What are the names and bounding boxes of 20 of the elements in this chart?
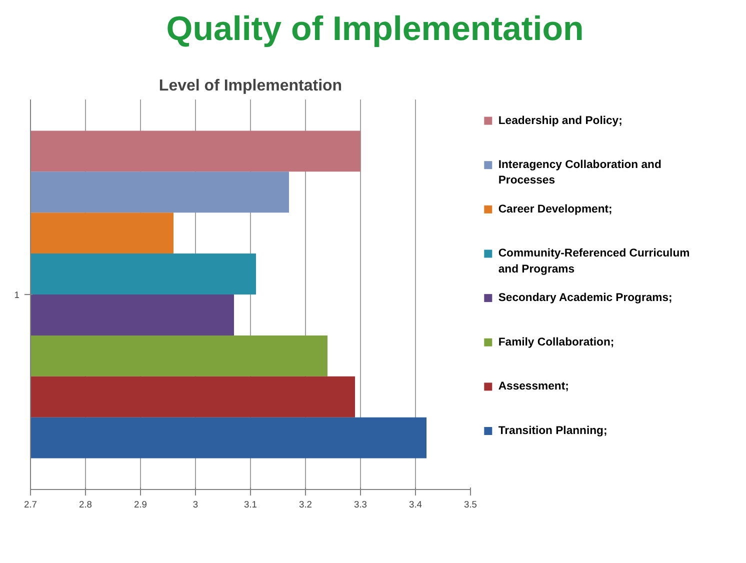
x-tick-label: 2.7 [24, 500, 37, 510]
x-tick-label: 3 [192, 500, 198, 510]
x-tick-label: 3.2 [299, 500, 312, 510]
y-tick-label: 1 [14, 290, 20, 300]
legend-label: Assessment; [498, 380, 569, 393]
legend-label: Community-Referenced Curriculum and Programs [498, 248, 690, 276]
x-tick-label: 3.3 [354, 500, 367, 510]
x-tick-label: 3.5 [464, 500, 477, 510]
chart-title: Quality of Implementation [166, 9, 584, 50]
legend-label: Interagency Collaboration and Processes [498, 159, 662, 187]
legend-label: Transition Planning; [498, 425, 608, 437]
legend-label: Leadership and Policy; [498, 114, 622, 127]
legend-label: Secondary Academic Programs; [498, 292, 672, 304]
x-tick-label: 3.4 [409, 500, 422, 510]
x-tick-label: 2.8 [79, 500, 92, 510]
legend-label: Career Development; [498, 203, 612, 216]
x-tick-label: 2.9 [134, 500, 147, 510]
chart-subtitle: Level of Implementation [158, 78, 342, 94]
x-tick-label: 3.1 [244, 500, 257, 510]
legend-label: Family Collaboration; [498, 336, 614, 348]
